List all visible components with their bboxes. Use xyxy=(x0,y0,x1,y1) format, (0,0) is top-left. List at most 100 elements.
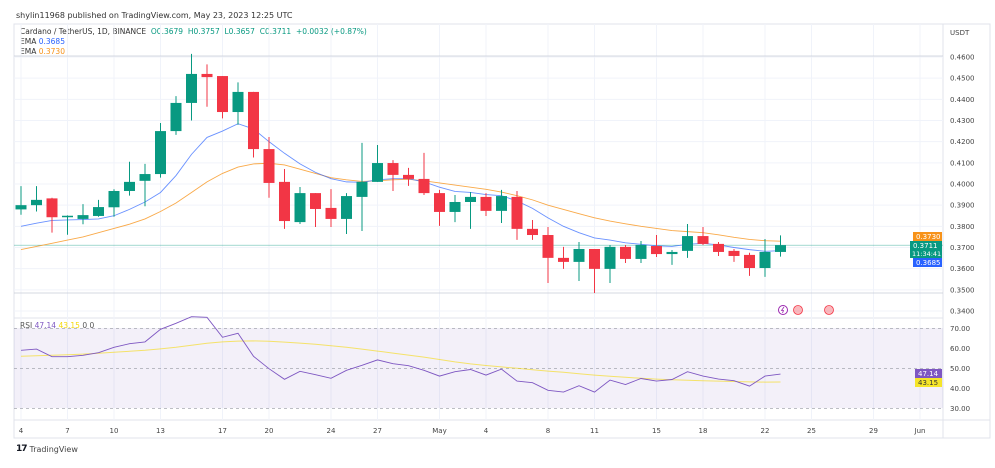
ema2-tag xyxy=(913,232,942,241)
last-price-text: 0.3711 xyxy=(913,242,938,250)
price-tick-label: 0.4000 xyxy=(950,181,975,189)
candle-body xyxy=(573,248,585,262)
candle-body xyxy=(186,73,197,103)
grid xyxy=(14,24,943,420)
candle-body xyxy=(232,91,244,113)
symbol-title[interactable]: Cardano / TetherUS, 1D, BINANCE xyxy=(20,27,147,36)
candle-body xyxy=(480,196,492,211)
price-tick-label: 0.3800 xyxy=(950,223,975,231)
us-flag-event-icon[interactable] xyxy=(793,305,803,315)
price-tick-label: 0.3700 xyxy=(950,244,975,252)
ema2-value: 0.3730 xyxy=(38,47,65,56)
candle-body xyxy=(356,181,368,197)
candle-body xyxy=(682,236,693,251)
candle-body xyxy=(651,246,662,255)
candle-body xyxy=(170,102,182,132)
ema1-legend[interactable]: EMA 0.3685 xyxy=(20,37,367,47)
event-icons xyxy=(778,305,834,315)
ema2-tag-text: 0.3730 xyxy=(916,233,941,241)
time-tick-label: 4 xyxy=(484,427,489,435)
candle-body xyxy=(728,250,740,256)
high-value: H0.3757 xyxy=(187,27,220,36)
candle-body xyxy=(403,174,414,179)
low-value: L0.3657 xyxy=(224,27,255,36)
ema2-line[interactable] xyxy=(20,162,781,251)
ema1-label: EMA xyxy=(20,37,37,46)
candle-body xyxy=(263,149,275,183)
time-tick-label: 17 xyxy=(218,427,227,435)
ema1-tag-text: 0.3685 xyxy=(916,259,941,267)
time-tick-label: 7 xyxy=(65,427,69,435)
time-tick-label: Jun xyxy=(914,427,926,435)
brand-name: TradingView xyxy=(29,444,78,454)
candle-body xyxy=(217,76,228,113)
candles xyxy=(15,53,786,294)
time-tick-label: 11 xyxy=(590,427,599,435)
price-tick-label: 0.3500 xyxy=(950,286,975,294)
candle-body xyxy=(139,174,151,181)
time-tick-label: 22 xyxy=(761,427,770,435)
price-tick-label: 0.4300 xyxy=(950,117,975,125)
rsi-line[interactable] xyxy=(20,316,781,393)
candle-body xyxy=(666,251,678,255)
price-tick-label: 0.4600 xyxy=(950,54,975,62)
tradingview-logo[interactable]: 17 TradingView xyxy=(16,444,78,454)
ema1-tag xyxy=(913,258,942,267)
candle-body xyxy=(496,196,507,211)
candle-body xyxy=(372,163,383,182)
candle-body xyxy=(744,254,755,269)
rsi-tag xyxy=(915,369,942,378)
time-tick-label: 25 xyxy=(807,427,816,435)
split-event-icon[interactable] xyxy=(778,305,788,315)
candle-body xyxy=(341,196,352,219)
price-tick-label: 0.3600 xyxy=(950,265,975,273)
candle-body xyxy=(635,244,647,259)
time-axis-labels[interactable]: 4 7 10 13 17 20 24 27 May 4 8 11 15 18 22 25 29 Jun xyxy=(19,427,926,435)
time-tick-label: 20 xyxy=(265,427,274,435)
candle-body xyxy=(418,178,430,194)
rsi-tick-label: 30.00 xyxy=(950,405,970,413)
candle-body xyxy=(77,215,89,219)
bar-countdown: 11:34:41 xyxy=(912,250,941,258)
candle-body xyxy=(124,181,135,191)
rsi-ma-tag xyxy=(915,378,942,387)
ema1-line[interactable] xyxy=(20,123,781,252)
price-axis-labels[interactable]: 0.4600 0.4500 0.4400 0.4300 0.4200 0.4100 0.40… xyxy=(950,54,975,316)
time-tick-label: 13 xyxy=(156,427,165,435)
rsi-axis-labels: 70.00 60.00 50.00 40.00 30.00 xyxy=(950,325,970,413)
price-tick-label: 0.4100 xyxy=(950,159,975,167)
candle-body xyxy=(387,163,399,175)
candle-body xyxy=(155,131,166,175)
candle-body xyxy=(310,193,321,209)
rsi-tick-label: 70.00 xyxy=(950,325,970,333)
time-tick-label: 29 xyxy=(869,427,878,435)
rsi-legend[interactable]: RSI 47.14 43.15 0 0 xyxy=(20,321,94,330)
candle-body xyxy=(279,181,290,222)
rsi-tick-label: 60.00 xyxy=(950,345,970,353)
ema2-legend[interactable]: EMA 0.3730 xyxy=(20,47,367,57)
price-tick-label: 0.3400 xyxy=(950,308,975,316)
publisher-line: shylin11968 published on TradingView.com… xyxy=(16,11,293,20)
time-tick-label: 27 xyxy=(373,427,382,435)
candle-body xyxy=(558,257,569,262)
rsi-extra-value: 0 xyxy=(89,321,95,330)
candle-body xyxy=(325,207,337,219)
candle-body xyxy=(201,73,213,78)
rsi-ma-line xyxy=(20,340,781,383)
rsi-value: 47.14 xyxy=(34,321,57,330)
currency-label[interactable]: USDT xyxy=(950,29,970,37)
rsi-tick-label: 50.00 xyxy=(950,365,970,373)
candle-body xyxy=(527,228,538,236)
candle-body xyxy=(465,196,476,202)
time-tick-label: 8 xyxy=(546,427,550,435)
candle-body xyxy=(589,248,600,269)
price-tick-label: 0.4200 xyxy=(950,138,975,146)
tv-logo-icon: 17 xyxy=(16,444,27,454)
us-flag-event-icon[interactable] xyxy=(824,305,834,315)
candle-body xyxy=(713,243,724,252)
candle-body xyxy=(294,193,306,223)
price-tick-label: 0.3900 xyxy=(950,202,975,210)
candle-body xyxy=(697,236,709,244)
rsi-extra-value: 0 xyxy=(82,321,88,330)
